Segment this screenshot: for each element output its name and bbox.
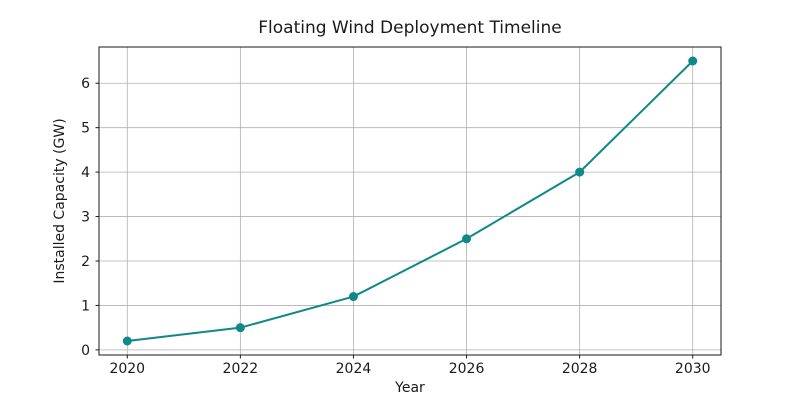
y-tick-label: 4	[81, 165, 90, 181]
x-tick-label: 2024	[336, 361, 372, 377]
y-tick-label: 1	[81, 298, 90, 314]
x-tick-label: 2030	[675, 361, 711, 377]
plot-border	[98, 46, 722, 356]
x-axis-label: Year	[394, 380, 425, 396]
x-tick-label: 2020	[109, 361, 145, 377]
data-point	[462, 234, 472, 244]
y-tick-label: 3	[81, 210, 90, 226]
data-point	[575, 167, 585, 177]
y-tick-label: 2	[81, 254, 90, 270]
x-tick-label: 2028	[562, 361, 598, 377]
data-point	[688, 56, 698, 66]
y-axis-label: Installed Capacity (GW)	[52, 118, 68, 283]
data-point	[122, 336, 132, 346]
x-tick-label: 2026	[449, 361, 485, 377]
plot-layer	[122, 56, 698, 346]
tick-layer: 2020 2022 2024 2026 2028 2030 0 1 2 3 4 5 6	[81, 46, 722, 377]
y-tick-label: 5	[81, 121, 90, 137]
x-tick-label: 2022	[223, 361, 259, 377]
chart-title: Floating Wind Deployment Timeline	[258, 18, 561, 38]
data-point	[348, 292, 358, 302]
y-tick-label: 6	[81, 76, 90, 92]
series-line	[126, 60, 694, 342]
data-point	[235, 323, 245, 333]
grid-layer	[99, 47, 721, 355]
y-tick-label: 0	[81, 343, 90, 359]
